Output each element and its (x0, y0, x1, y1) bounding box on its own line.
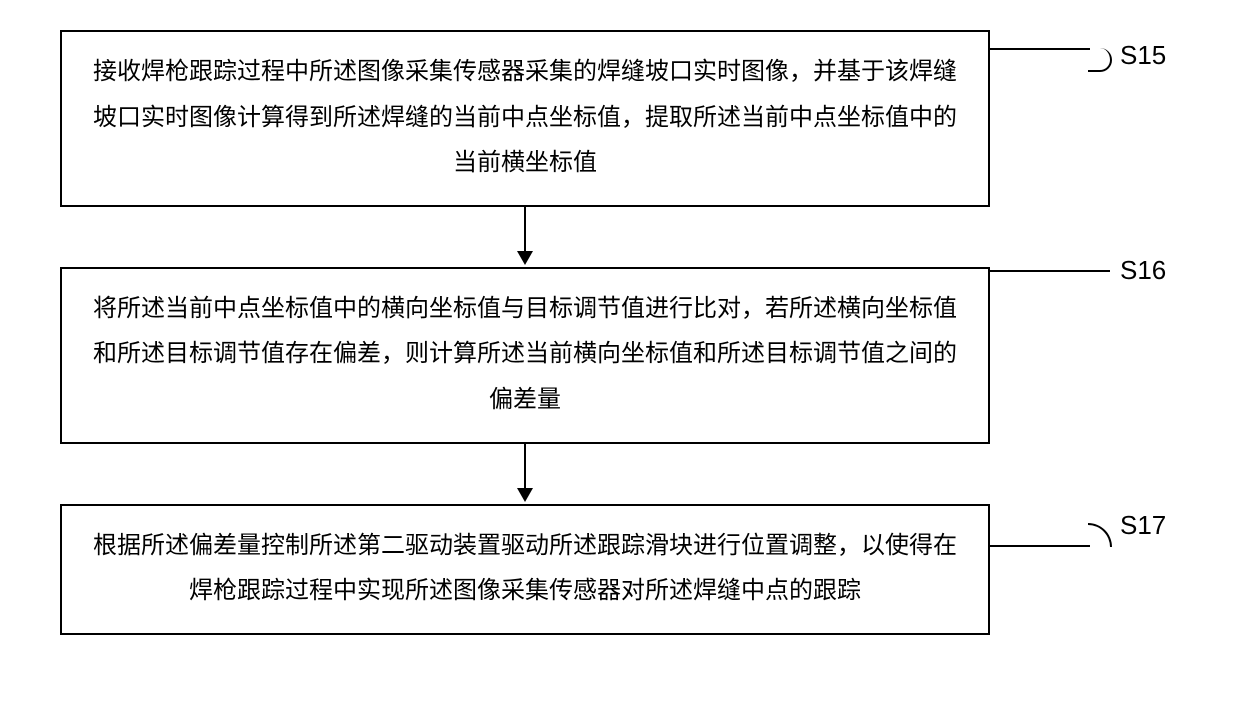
step-text: 接收焊枪跟踪过程中所述图像采集传感器采集的焊缝坡口实时图像，并基于该焊缝坡口实时… (92, 50, 958, 187)
connector-2 (60, 444, 990, 504)
flowchart-container: 接收焊枪跟踪过程中所述图像采集传感器采集的焊缝坡口实时图像，并基于该焊缝坡口实时… (60, 30, 1120, 635)
step-text: 根据所述偏差量控制所述第二驱动装置驱动所述跟踪滑块进行位置调整，以使得在焊枪跟踪… (92, 524, 958, 615)
connector-1 (60, 207, 990, 267)
arrow-line (524, 207, 526, 255)
leader-s15 (990, 48, 1090, 50)
label-text: S17 (1120, 510, 1166, 540)
leader-curve-s15 (1088, 48, 1112, 72)
step-label-s16: S16 (1120, 255, 1166, 286)
flow-step-s15: 接收焊枪跟踪过程中所述图像采集传感器采集的焊缝坡口实时图像，并基于该焊缝坡口实时… (60, 30, 990, 207)
step-label-s15: S15 (1120, 40, 1166, 71)
leader-s16 (990, 270, 1110, 272)
arrow-line (524, 444, 526, 492)
arrow-head (517, 251, 533, 265)
arrow-head (517, 488, 533, 502)
flow-step-s17: 根据所述偏差量控制所述第二驱动装置驱动所述跟踪滑块进行位置调整，以使得在焊枪跟踪… (60, 504, 990, 635)
step-text: 将所述当前中点坐标值中的横向坐标值与目标调节值进行比对，若所述横向坐标值和所述目… (92, 287, 958, 424)
flow-step-s16: 将所述当前中点坐标值中的横向坐标值与目标调节值进行比对，若所述横向坐标值和所述目… (60, 267, 990, 444)
label-text: S16 (1120, 255, 1166, 285)
label-text: S15 (1120, 40, 1166, 70)
leader-s17 (990, 545, 1090, 547)
step-label-s17: S17 (1120, 510, 1166, 541)
